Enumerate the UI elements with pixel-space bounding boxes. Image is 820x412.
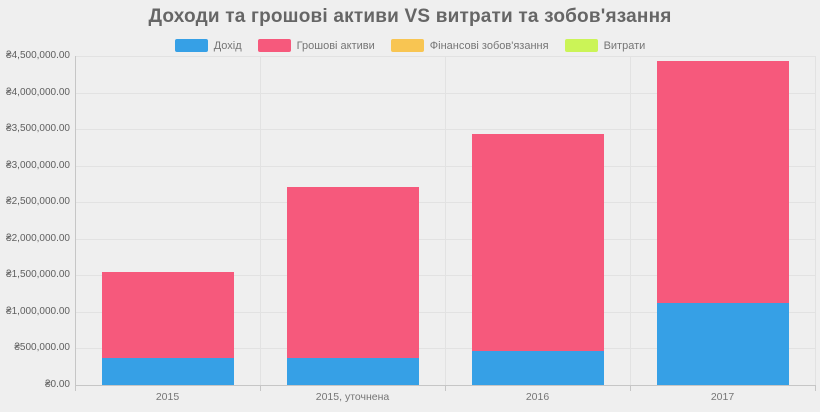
x-axis-line <box>75 385 816 386</box>
category-divider-gridline <box>260 56 261 385</box>
bar-segment-2015-уточнена-series-1[interactable] <box>286 186 419 359</box>
y-axis-label: ₴3,500,000.00 <box>6 123 70 135</box>
bar-segment-2017-series-1[interactable] <box>656 60 789 304</box>
chart-legend: Дохід Грошові активи Фінансові зобов'яза… <box>0 39 820 52</box>
bar-segment-2017-series-0[interactable] <box>656 303 789 385</box>
x-axis-label: 2017 <box>710 391 735 403</box>
x-axis-tick <box>630 385 631 391</box>
x-axis-tick <box>445 385 446 391</box>
bar-segment-2015-уточнена-series-0[interactable] <box>286 358 419 385</box>
y-axis-label: ₴1,000,000.00 <box>6 305 70 317</box>
category-divider-gridline <box>630 56 631 385</box>
legend-item-expenses[interactable]: Витрати <box>564 39 646 52</box>
legend-label-cash-assets: Грошові активи <box>296 39 375 52</box>
y-axis-label: ₴2,500,000.00 <box>6 196 70 208</box>
legend-item-liabilities[interactable]: Фінансові зобов'язання <box>390 39 549 52</box>
legend-item-income[interactable]: Дохід <box>174 39 242 52</box>
legend-item-cash-assets[interactable]: Грошові активи <box>257 39 375 52</box>
legend-label-expenses: Витрати <box>603 39 646 52</box>
category-divider-gridline <box>815 56 816 385</box>
y-axis-label: ₴2,000,000.00 <box>6 232 70 244</box>
y-axis-label: ₴1,500,000.00 <box>6 269 70 281</box>
bar-segment-2016-series-0[interactable] <box>471 350 604 385</box>
y-axis-label: ₴0.00 <box>44 379 70 390</box>
y-axis-label: ₴3,000,000.00 <box>6 159 70 171</box>
x-axis-tick <box>815 385 816 391</box>
bar-segment-2015-series-1[interactable] <box>101 272 234 359</box>
y-axis-line <box>75 56 76 391</box>
category-divider-gridline <box>445 56 446 385</box>
legend-swatch-liabilities <box>390 39 424 52</box>
legend-swatch-income <box>174 39 208 52</box>
x-axis-label: 2015 <box>155 391 180 403</box>
y-axis-label: ₴4,500,000.00 <box>6 50 70 61</box>
y-axis-label: ₴500,000.00 <box>14 342 70 354</box>
x-axis-tick <box>260 385 261 391</box>
chart-title: Доходи та грошові активи VS витрати та з… <box>148 6 672 27</box>
y-axis-label: ₴4,000,000.00 <box>6 86 70 98</box>
legend-label-liabilities: Фінансові зобов'язання <box>429 39 549 52</box>
legend-label-income: Дохід <box>213 39 242 52</box>
x-axis-label: 2016 <box>525 391 550 403</box>
x-axis-label: 2015, уточнена <box>315 391 390 403</box>
legend-swatch-expenses <box>564 39 598 52</box>
bar-segment-2015-series-0[interactable] <box>101 358 234 385</box>
legend-swatch-cash-assets <box>257 39 291 52</box>
bar-segment-2016-series-1[interactable] <box>471 133 604 351</box>
